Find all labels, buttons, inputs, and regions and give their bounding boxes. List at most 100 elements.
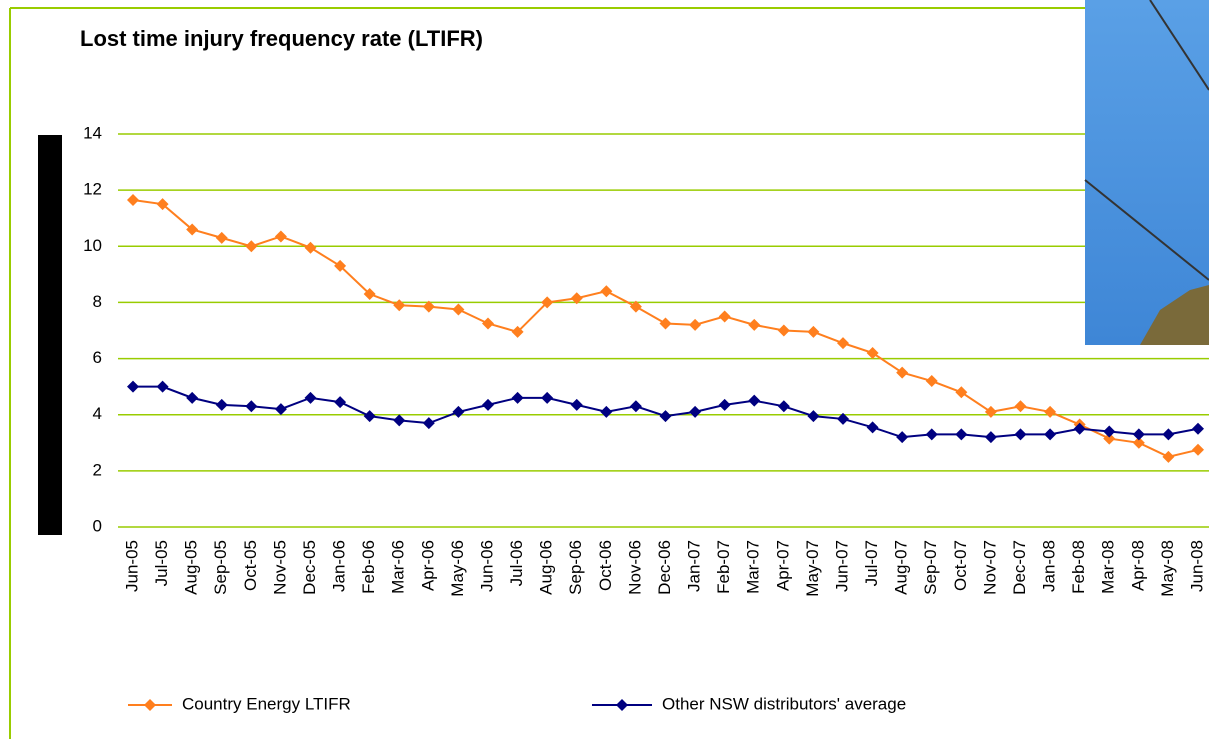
- point: [866, 346, 879, 359]
- x-tick-label: Jun-07: [832, 540, 851, 592]
- photo: [1084, 0, 1209, 345]
- point: [866, 421, 879, 434]
- point: [393, 299, 406, 312]
- point: [363, 288, 376, 301]
- x-tick-label: Mar-07: [744, 540, 763, 594]
- x-tick-label: Aug-06: [537, 540, 556, 595]
- x-tick-label: Nov-05: [270, 540, 289, 595]
- point: [896, 431, 909, 444]
- x-tick-label: Feb-08: [1069, 540, 1088, 594]
- point: [1132, 428, 1145, 441]
- point: [482, 317, 494, 330]
- point: [334, 396, 347, 409]
- x-tick-label: Feb-06: [359, 540, 378, 594]
- point: [541, 296, 554, 309]
- point: [748, 318, 761, 331]
- x-tick-label: Aug-07: [892, 540, 911, 595]
- point: [600, 285, 613, 298]
- x-tick-label: Dec-07: [1010, 540, 1029, 595]
- point: [156, 198, 169, 211]
- x-tick-label: Sep-07: [921, 540, 940, 595]
- legend-marker: [144, 699, 156, 711]
- point: [718, 310, 731, 323]
- point: [659, 317, 672, 330]
- point: [1103, 425, 1116, 438]
- point: [570, 292, 583, 305]
- y-tick-label: 0: [93, 516, 102, 535]
- x-tick-label: Oct-07: [951, 540, 970, 591]
- point: [718, 398, 731, 411]
- point: [186, 391, 199, 404]
- point: [215, 231, 228, 244]
- y-tick-label: 8: [93, 292, 102, 311]
- x-tick-label: Nov-06: [625, 540, 644, 595]
- x-tick-label: Mar-08: [1099, 540, 1118, 594]
- point: [600, 405, 613, 418]
- point: [511, 325, 524, 338]
- x-tick-label: Jun-05: [122, 540, 141, 592]
- point: [1014, 428, 1027, 441]
- point: [984, 431, 997, 444]
- point: [186, 223, 199, 236]
- point: [1103, 432, 1116, 445]
- point: [1014, 400, 1027, 413]
- point: [304, 391, 317, 404]
- x-tick-label: Oct-06: [596, 540, 615, 591]
- point: [1073, 422, 1086, 435]
- x-tick-label: May-08: [1158, 540, 1177, 597]
- x-tick-label: Jul-07: [862, 540, 881, 586]
- x-tick-label: May-07: [803, 540, 822, 597]
- point: [274, 403, 287, 416]
- x-tick-label: Jan-07: [685, 540, 704, 592]
- point: [1192, 422, 1204, 435]
- point: [570, 398, 583, 411]
- point: [1162, 450, 1175, 463]
- plot-area: 0 2 4 6 8 10 12 14 Jun-05 Jul-05 Aug-05 Sep-05 Oct-0…: [83, 123, 1209, 597]
- point: [807, 410, 820, 423]
- x-tick-label: Mar-06: [389, 540, 408, 594]
- point: [748, 394, 761, 407]
- side-bar: [38, 135, 62, 535]
- point: [837, 337, 849, 350]
- x-tick-label: Jul-05: [152, 540, 171, 586]
- point: [245, 240, 258, 253]
- point: [127, 380, 139, 393]
- y-tick-label: 14: [83, 123, 102, 142]
- x-tick-label: Oct-05: [241, 540, 260, 591]
- y-tick-label: 6: [93, 348, 102, 367]
- x-tick-label: Sep-06: [566, 540, 585, 595]
- point: [215, 398, 228, 411]
- point: [837, 412, 849, 425]
- point: [127, 193, 139, 206]
- point: [393, 414, 406, 427]
- point: [659, 410, 672, 423]
- point: [1044, 405, 1057, 418]
- point: [925, 375, 938, 388]
- point: [629, 400, 642, 413]
- point: [896, 366, 909, 379]
- point: [452, 303, 465, 316]
- point: [777, 324, 790, 337]
- point: [777, 400, 790, 413]
- legend-label: Country Energy LTIFR: [182, 694, 351, 713]
- x-tick-label: Apr-06: [418, 540, 437, 591]
- x-tick-label: May-06: [448, 540, 467, 597]
- chart-title: Lost time injury frequency rate (LTIFR): [80, 26, 483, 51]
- x-tick-label: Aug-05: [182, 540, 201, 595]
- point: [511, 391, 524, 404]
- y-tick-label: 10: [83, 236, 102, 255]
- legend-label: Other NSW distributors' average: [662, 694, 906, 713]
- y-tick-label: 4: [93, 404, 102, 423]
- point: [984, 405, 997, 418]
- point: [955, 386, 968, 399]
- x-tick-label: Jul-06: [507, 540, 526, 586]
- point: [363, 410, 376, 423]
- point: [304, 241, 317, 254]
- point: [156, 380, 169, 393]
- x-tick-label: Apr-08: [1128, 540, 1147, 591]
- point: [689, 318, 702, 331]
- point: [689, 405, 702, 418]
- point: [452, 405, 465, 418]
- point: [955, 428, 968, 441]
